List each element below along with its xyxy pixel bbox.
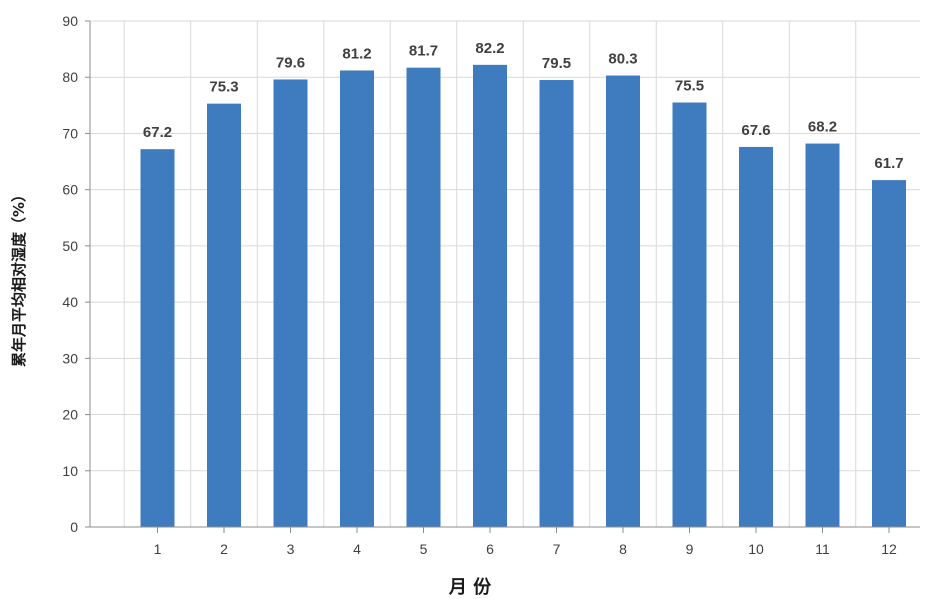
y-tick-label: 90: [62, 13, 78, 29]
y-tick-label: 20: [62, 407, 78, 423]
x-tick-label-5: 5: [420, 541, 428, 557]
bar-month-3: [273, 79, 308, 528]
x-tick-label-11: 11: [815, 541, 830, 557]
data-label-month-5: 81.7: [409, 43, 438, 60]
data-label-month-1: 67.2: [143, 124, 172, 141]
x-axis-title: 月 份: [448, 576, 492, 598]
bar-month-6: [473, 64, 507, 527]
data-label-month-6: 82.2: [475, 40, 504, 57]
bar-month-1: [140, 149, 175, 528]
bar-month-8: [606, 75, 640, 527]
x-tick-label-12: 12: [881, 541, 897, 557]
x-tick-label-4: 4: [353, 541, 361, 557]
bar-month-7: [539, 80, 574, 528]
x-tick-label-3: 3: [287, 541, 295, 557]
bar-month-5: [406, 67, 441, 528]
bars: [140, 64, 906, 528]
data-label-month-10: 67.6: [741, 122, 770, 139]
y-tick-label: 40: [62, 294, 78, 310]
y-tick-label: 30: [62, 350, 78, 366]
x-tick-label-1: 1: [154, 541, 162, 557]
y-tick-label: 80: [62, 69, 78, 85]
x-tick-label-8: 8: [619, 541, 627, 557]
bar-month-12: [872, 180, 906, 527]
x-tick-label-10: 10: [748, 541, 764, 557]
data-label-month-12: 61.7: [874, 155, 903, 172]
y-tick-label: 70: [62, 125, 78, 141]
x-tick-label-7: 7: [553, 541, 561, 557]
y-tick-label: 0: [70, 519, 78, 535]
y-tick-label: 50: [62, 238, 78, 254]
y-axis-title: 累年月平均相对湿度（%）: [10, 187, 28, 367]
data-label-month-11: 68.2: [808, 119, 837, 136]
y-tick-label: 10: [62, 463, 78, 479]
x-tick-label-9: 9: [686, 541, 694, 557]
bar-month-10: [739, 146, 773, 527]
y-tick-label: 60: [62, 182, 78, 198]
data-label-month-3: 79.6: [276, 54, 305, 71]
data-label-month-2: 75.3: [209, 79, 238, 96]
bar-month-11: [805, 143, 840, 527]
data-label-month-4: 81.2: [342, 45, 371, 62]
data-label-month-8: 80.3: [608, 51, 637, 68]
x-tick-label-6: 6: [486, 541, 494, 557]
bar-month-4: [340, 70, 374, 527]
data-label-month-9: 75.5: [675, 78, 704, 95]
bar-month-9: [672, 102, 707, 528]
bar-month-2: [207, 103, 241, 527]
data-label-month-7: 79.5: [542, 55, 571, 72]
data-labels: 67.2 75.3 79.6 81.2 81.7 82.2 79.5 80.3 75.5 67.6…: [143, 40, 904, 172]
x-tick-label-2: 2: [220, 541, 228, 557]
